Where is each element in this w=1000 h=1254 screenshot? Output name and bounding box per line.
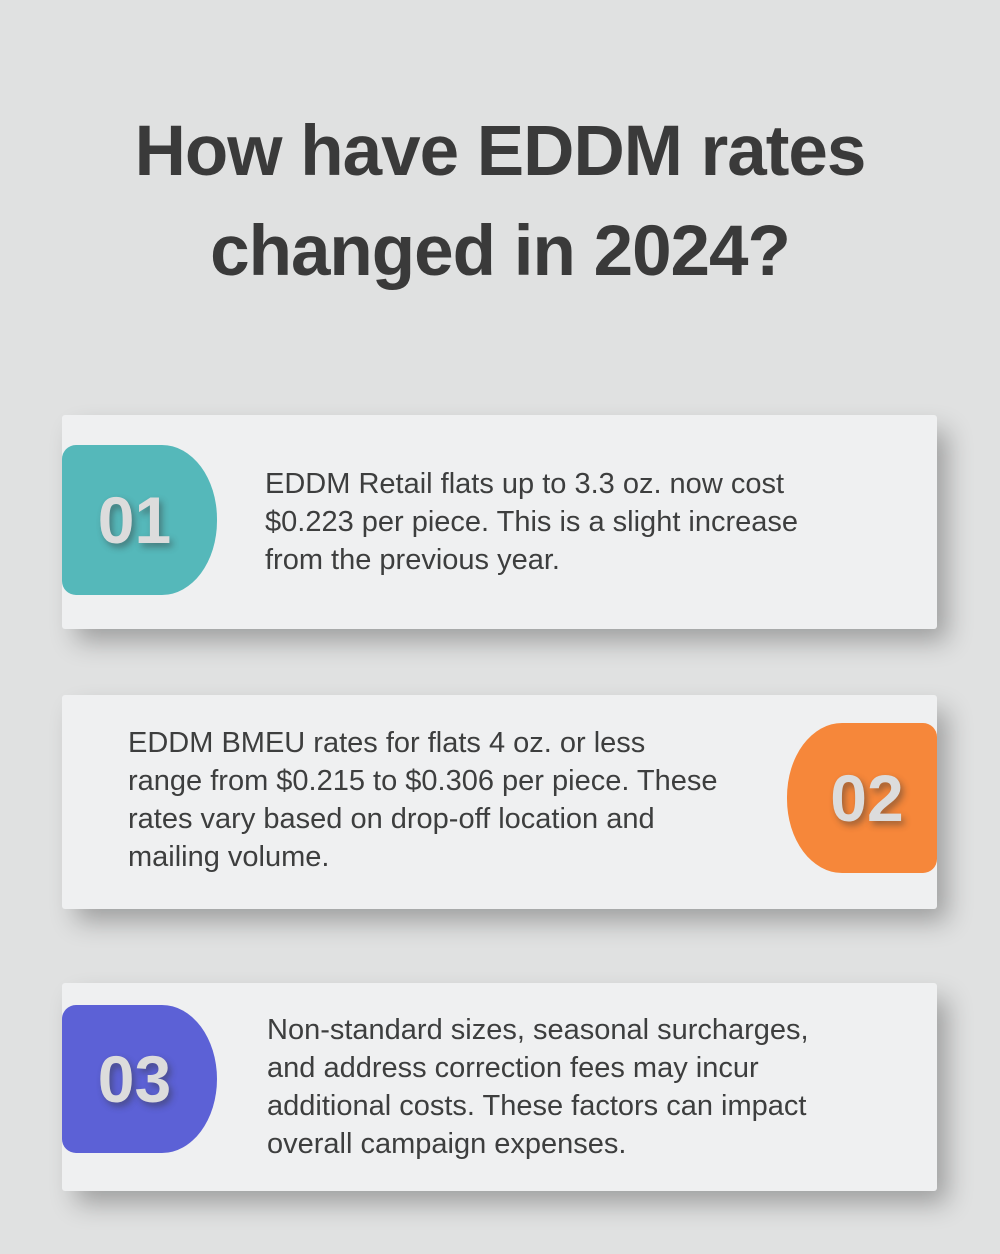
fact-card-2: 02 EDDM BMEU rates for flats 4 oz. or le…: [62, 695, 937, 909]
page-title-line-1: How have EDDM rates: [134, 112, 867, 191]
card-3-line-4: overall campaign expenses.: [267, 1128, 627, 1160]
card-2-line-2: range from $0.215 to $0.306 per piece. T…: [128, 765, 718, 797]
card-1-line-3: from the previous year.: [265, 544, 560, 576]
fact-card-3: 03 Non-standard sizes, seasonal surcharg…: [62, 983, 937, 1191]
number-pill-2: 02: [787, 723, 937, 873]
page-title: How have EDDM rates changed in 2024?: [0, 102, 1000, 302]
pill-number-label-1: 01: [97, 483, 172, 557]
card-2-line-4: mailing volume.: [128, 841, 330, 873]
card-3-line-3: additional costs. These factors can impa…: [267, 1090, 807, 1122]
pill-number-label-2: 02: [830, 761, 904, 835]
number-pill-1: 01: [62, 445, 217, 595]
card-3-line-2: and address correction fees may incur: [267, 1052, 759, 1084]
card-2-line-3: rates vary based on drop-off location an…: [128, 803, 655, 835]
card-2-line-1: EDDM BMEU rates for flats 4 oz. or less: [128, 727, 646, 759]
card-3-line-1: Non-standard sizes, seasonal surcharges,: [267, 1014, 809, 1046]
card-text-2: EDDM BMEU rates for flats 4 oz. or less …: [128, 724, 718, 876]
card-1-line-2: $0.223 per piece. This is a slight incre…: [265, 506, 799, 538]
card-1-line-1: EDDM Retail flats up to 3.3 oz. now cost: [265, 468, 784, 500]
number-pill-3: 03: [62, 1005, 217, 1153]
card-text-3: Non-standard sizes, seasonal surcharges,…: [267, 1011, 809, 1163]
card-text-1: EDDM Retail flats up to 3.3 oz. now cost…: [265, 465, 798, 579]
page-title-line-2: changed in 2024?: [210, 212, 791, 291]
fact-card-1: 01 EDDM Retail flats up to 3.3 oz. now c…: [62, 415, 937, 629]
pill-number-label-3: 03: [97, 1042, 172, 1116]
